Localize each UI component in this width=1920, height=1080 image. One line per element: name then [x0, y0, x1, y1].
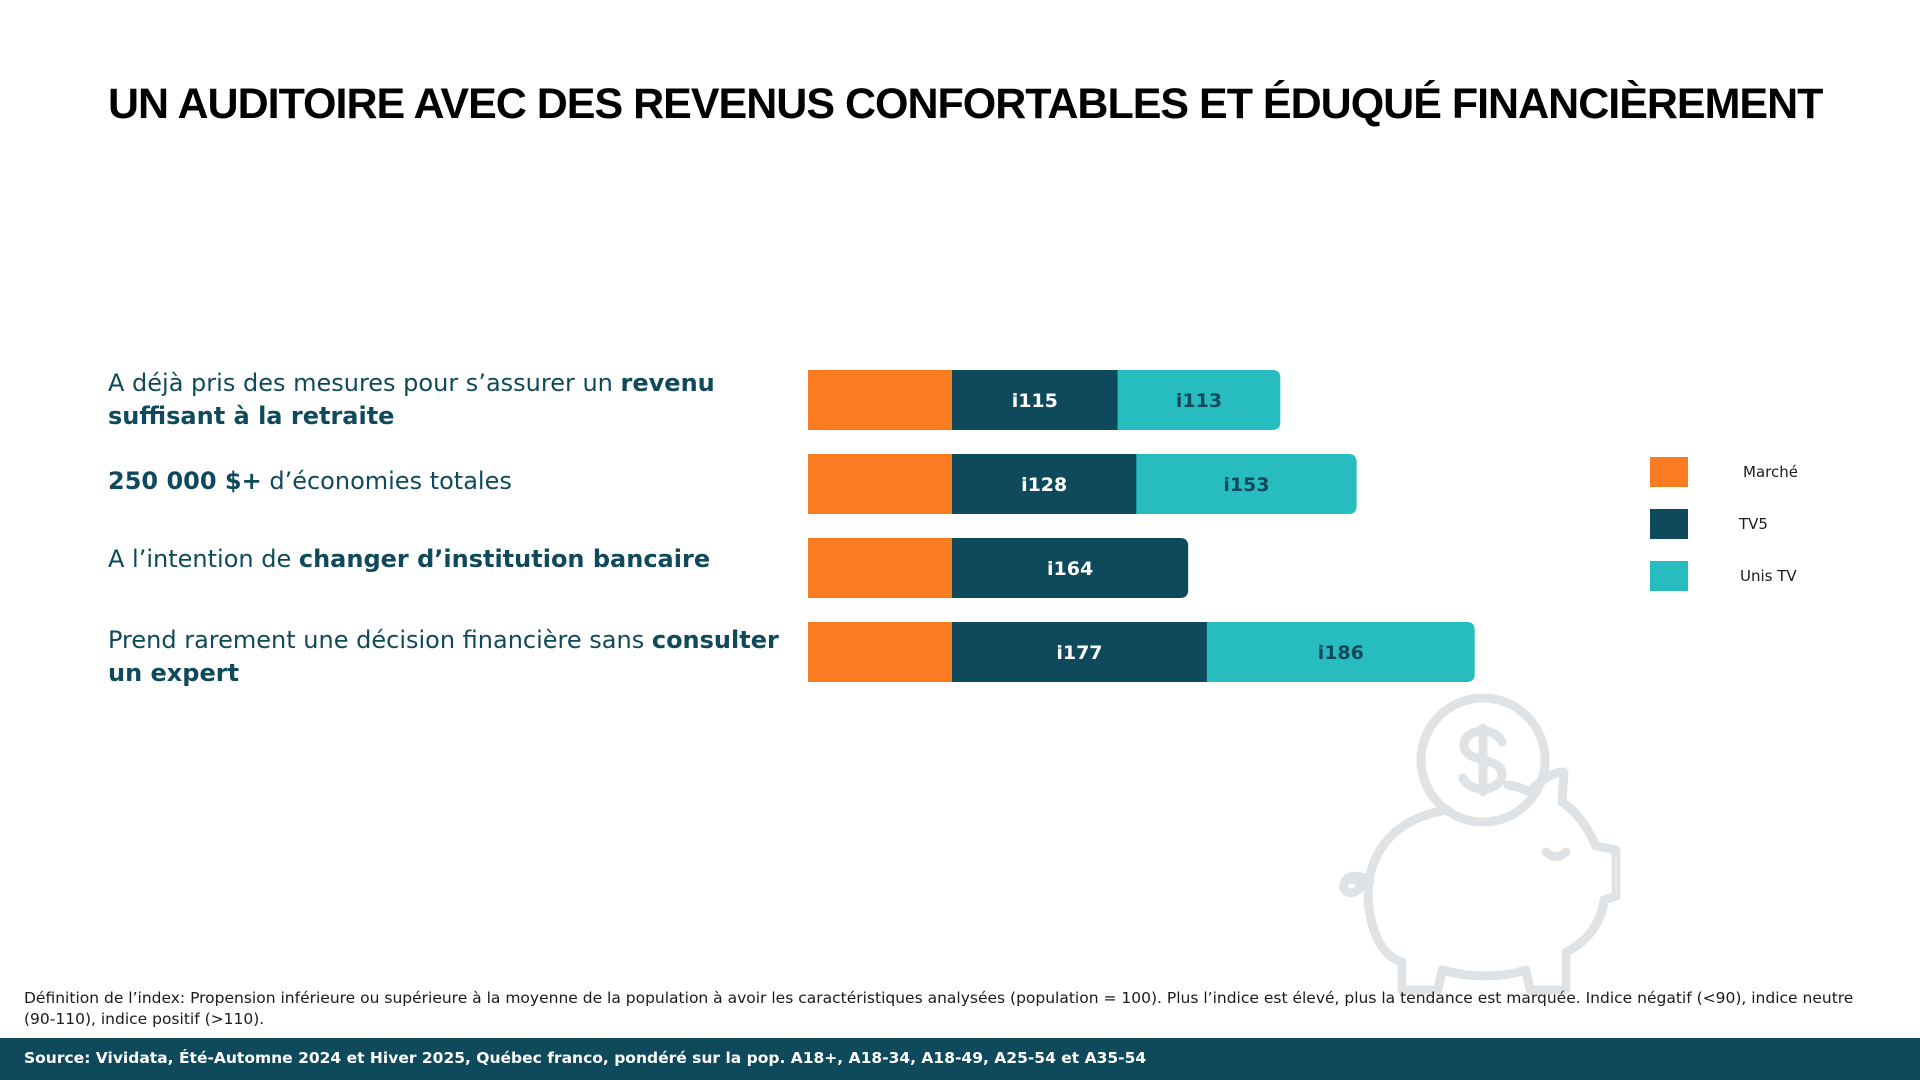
bar-segment-unis-tv: i113 [1117, 370, 1281, 430]
bar-segment-marche [808, 538, 953, 598]
row-label-segment: d’économies totales [261, 467, 512, 495]
bar-segment-tv5: i164 [952, 538, 1189, 598]
bar-data-label: i128 [1021, 474, 1067, 496]
bar [952, 370, 1119, 430]
bar [808, 454, 953, 514]
piggy-bank-icon [1339, 693, 1621, 995]
bar [808, 538, 953, 598]
row-label-segment: Prend rarement une décision financière s… [108, 626, 652, 654]
bar [1206, 622, 1475, 682]
bar [808, 622, 953, 682]
row-label-segment: 250 000 $+ [108, 467, 262, 495]
bar-data-label: i186 [1318, 642, 1364, 664]
bar-segment-tv5: i128 [952, 454, 1137, 514]
legend-swatch-unis-tv [1650, 561, 1688, 591]
bar [952, 454, 1137, 514]
row-label-retraite: A déjà pris des mesures pour s’assurer u… [108, 367, 788, 433]
bar-segment-tv5: i115 [952, 370, 1119, 430]
bar-data-label: i115 [1012, 390, 1058, 412]
row-label-expert: Prend rarement une décision financière s… [108, 624, 788, 690]
legend-swatch-marche [1650, 457, 1688, 487]
page-title: UN AUDITOIRE AVEC DES REVENUS CONFORTABL… [108, 80, 1823, 128]
row-label-segment: A l’intention de [108, 545, 299, 573]
index-definition-footnote: Définition de l’index: Propension inféri… [24, 989, 1854, 1028]
legend-item-unis-tv: Unis TV [1650, 561, 1850, 591]
row-label-segment: changer d’institution bancaire [298, 545, 711, 573]
bar-segment-marche [808, 454, 953, 514]
bar-segment-unis-tv: i186 [1206, 622, 1475, 682]
row-label-segment: A déjà pris des mesures pour s’assurer u… [108, 369, 621, 397]
row-label-institution: A l’intention de changer d’institution b… [108, 543, 788, 576]
bar [952, 538, 1189, 598]
source-text: Source: Vividata, Été-Automne 2024 et Hi… [24, 1049, 1147, 1067]
bar-data-label: i113 [1176, 390, 1222, 412]
legend-item-marche: Marché [1650, 457, 1850, 487]
bar-segment-marche [808, 622, 953, 682]
legend-label-unis-tv: Unis TV [1740, 567, 1797, 585]
source-bar: Source: Vividata, Été-Automne 2024 et Hi… [0, 1038, 1920, 1080]
legend-label-tv5: TV5 [1739, 515, 1768, 533]
bar-data-label: i153 [1223, 474, 1269, 496]
legend-label-marche: Marché [1743, 463, 1798, 481]
bar [1136, 454, 1357, 514]
bar [808, 370, 953, 430]
bar-segment-unis-tv: i153 [1136, 454, 1357, 514]
bar-segment-tv5: i177 [952, 622, 1208, 682]
bar-segment-marche [808, 370, 953, 430]
bar-data-label: i164 [1047, 558, 1093, 580]
bar-data-label: i177 [1056, 642, 1102, 664]
bar [952, 622, 1208, 682]
bar [1117, 370, 1281, 430]
row-label-segment: consulter un expert [108, 626, 779, 687]
row-label-segment: revenu suffisant à la retraite [108, 369, 715, 430]
legend-item-tv5: TV5 [1650, 509, 1850, 539]
row-label-economies: 250 000 $+ d’économies totales [108, 465, 788, 498]
legend-swatch-tv5 [1650, 509, 1688, 539]
